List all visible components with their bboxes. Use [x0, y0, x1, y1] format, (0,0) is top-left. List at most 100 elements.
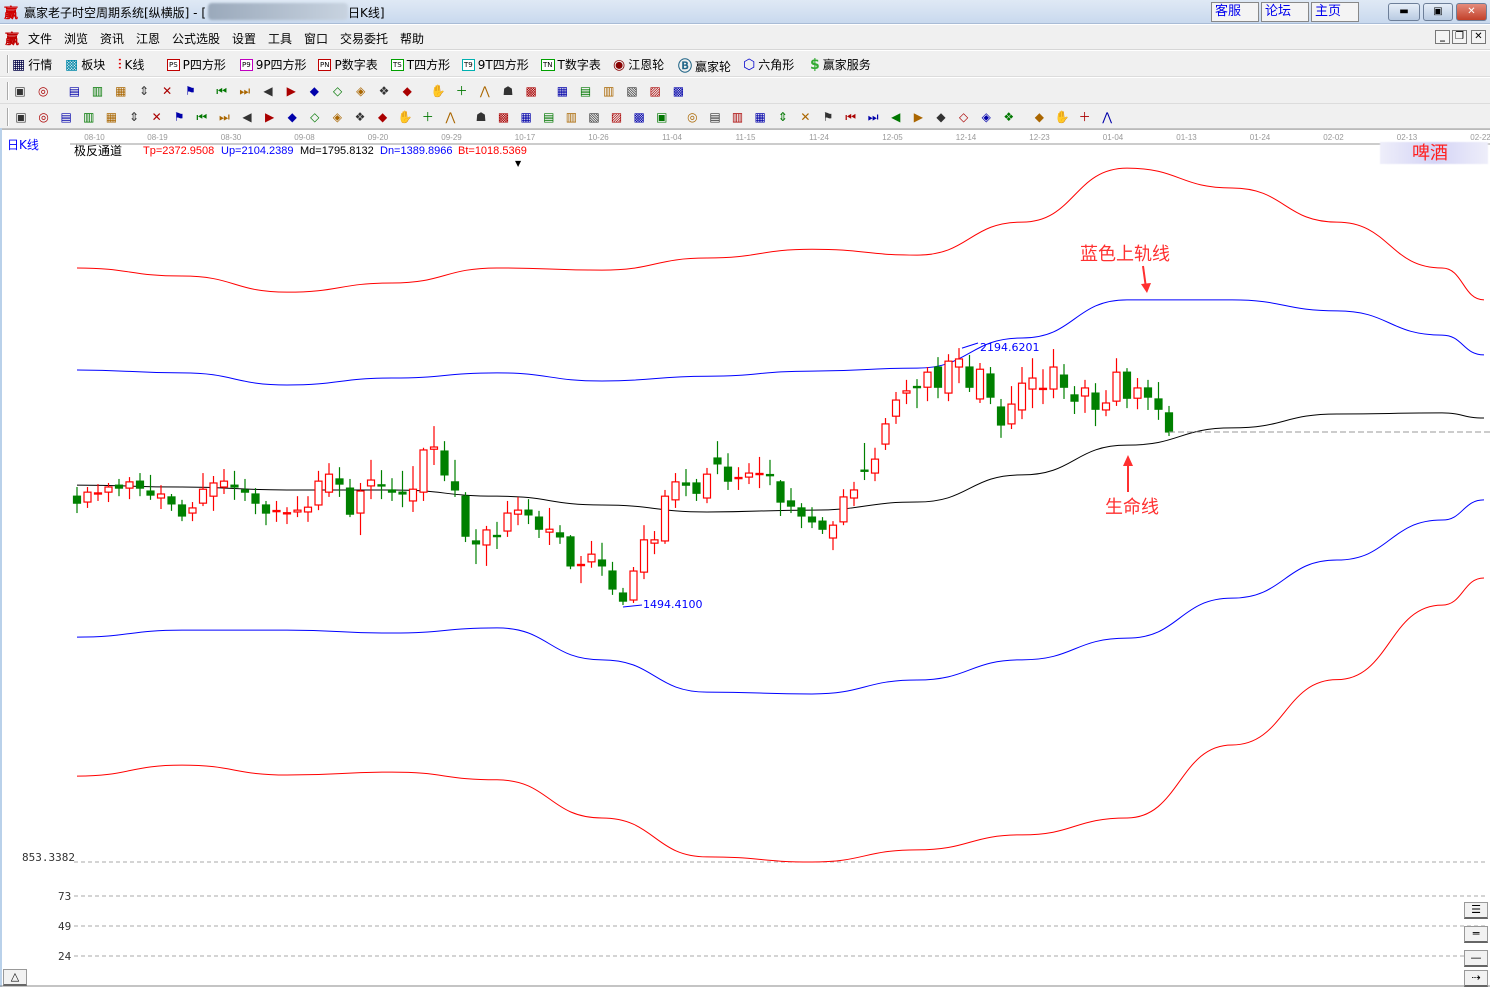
grid-i-icon[interactable]: ✋: [397, 110, 413, 124]
box-d-icon[interactable]: ▧: [588, 110, 600, 124]
stats-icon[interactable]: ▥: [603, 84, 615, 98]
angle-icon[interactable]: ▤: [543, 110, 555, 124]
fib-circle-icon[interactable]: ⇕: [777, 110, 788, 124]
fib-b-icon[interactable]: ✕: [800, 110, 811, 124]
toolbar-grip[interactable]: [7, 108, 9, 126]
menu-gann[interactable]: 江恩: [136, 32, 161, 46]
volume-settings-button[interactable]: ⇢: [1464, 970, 1488, 987]
diamond-a-icon[interactable]: ◆: [309, 84, 319, 98]
volume-scale-2-button[interactable]: ═: [1464, 926, 1488, 943]
diamond-b-icon[interactable]: ◇: [332, 84, 343, 98]
toolbar-grip[interactable]: [7, 55, 9, 73]
lines-a-icon[interactable]: ▣: [656, 110, 668, 124]
bracket-icon[interactable]: ◇: [310, 110, 320, 124]
calendar-icon[interactable]: ▦: [556, 84, 569, 98]
menu-trade[interactable]: 交易委托: [340, 32, 389, 46]
grid-h-icon[interactable]: ◆: [377, 110, 388, 124]
fib-e-icon[interactable]: ⏭: [867, 110, 879, 124]
close-button[interactable]: ✕: [1456, 3, 1487, 21]
grid-d-icon[interactable]: ▦: [105, 110, 118, 124]
diamond-d-icon[interactable]: ❖: [378, 84, 390, 98]
grid-j-icon[interactable]: ▨: [610, 110, 623, 124]
volume-scale-1-button[interactable]: —: [1464, 950, 1488, 967]
child-close-button[interactable]: ✕: [1471, 30, 1486, 44]
toolbar-badge-button[interactable]: P9 9P四方形: [240, 56, 307, 73]
expand-up-button[interactable]: △: [3, 969, 27, 986]
menu-help[interactable]: 帮助: [400, 32, 425, 46]
toolbar-big-wheel-button[interactable]: Ⓑ 赢家轮: [678, 56, 731, 76]
grid-l-icon[interactable]: ◆: [1034, 110, 1044, 124]
menu-browse[interactable]: 浏览: [64, 32, 89, 46]
last-bar-icon[interactable]: ⏭: [239, 84, 251, 98]
gann-fan-icon[interactable]: ✕: [162, 84, 173, 98]
toolbar-badge-button[interactable]: T9 9T四方形: [462, 56, 529, 73]
fib-i-icon[interactable]: ◇: [958, 110, 969, 124]
bar-chart-b-icon[interactable]: ▦: [115, 84, 127, 98]
period-day-icon[interactable]: ▣: [14, 84, 26, 98]
grid-k-icon[interactable]: ▩: [633, 110, 645, 124]
target-icon[interactable]: ◀: [242, 110, 252, 124]
toolbar-hexagon-button[interactable]: ⬡ 六角形: [743, 56, 794, 73]
crosshair-icon[interactable]: ＋: [455, 84, 468, 98]
customer-service-link[interactable]: 客服: [1211, 2, 1259, 22]
circle-lines-icon[interactable]: ⚑: [173, 110, 185, 124]
star-lines-icon[interactable]: ▶: [264, 110, 275, 124]
line-chart-icon[interactable]: ✋: [1054, 110, 1070, 124]
menu-file[interactable]: 文件: [28, 32, 53, 46]
grid-g-icon[interactable]: ❖: [354, 110, 366, 124]
zigzag-icon[interactable]: ⋀: [479, 84, 490, 98]
first-bar-icon[interactable]: ⏮: [216, 84, 227, 98]
grid-a-icon[interactable]: ◎: [38, 110, 49, 124]
fib-g-icon[interactable]: ▶: [913, 110, 923, 124]
export-icon[interactable]: ▩: [672, 84, 685, 98]
calculator-icon[interactable]: ▤: [579, 84, 592, 98]
fib-d-icon[interactable]: ⏮: [845, 110, 856, 124]
menu-tools[interactable]: 工具: [268, 32, 293, 46]
arrows-icon[interactable]: ＋: [421, 110, 434, 124]
diamond-c-icon[interactable]: ◈: [356, 84, 366, 98]
fan-a-icon[interactable]: ☗: [475, 110, 487, 124]
bar-chart-a-icon[interactable]: ▥: [91, 84, 104, 98]
dropdown-arrow-icon[interactable]: ▼: [515, 159, 522, 168]
pencil-icon[interactable]: ▣: [15, 110, 27, 124]
mesh-icon[interactable]: ▩: [525, 84, 537, 98]
minimize-button[interactable]: ▬: [1388, 3, 1420, 21]
homepage-link[interactable]: 主页: [1311, 2, 1359, 22]
percent-a-icon[interactable]: ▤: [709, 110, 721, 124]
fib-j-icon[interactable]: ◈: [981, 110, 991, 124]
toolbar-badge-button[interactable]: TN T数字表: [541, 56, 601, 73]
yin-yang-icon[interactable]: ＋: [1078, 110, 1091, 124]
pitchfork-icon[interactable]: ✕: [151, 110, 162, 124]
grid-c-icon[interactable]: ▥: [83, 110, 95, 124]
toolbar-candlestick-button[interactable]: ⫶ K线: [118, 56, 144, 73]
stepper-icon[interactable]: ⇕: [138, 84, 150, 98]
prev-icon[interactable]: ◀: [263, 84, 273, 98]
fib-c-icon[interactable]: ⚑: [822, 110, 834, 124]
save-icon[interactable]: ▧: [626, 84, 638, 98]
toolbar-badge-button[interactable]: TS T四方形: [391, 56, 450, 73]
toolbar-sector-blocks-button[interactable]: ▩ 板块: [65, 56, 105, 73]
box-b-icon[interactable]: ▩: [497, 110, 510, 124]
gift-icon[interactable]: ☗: [502, 84, 514, 98]
zoom-window-icon[interactable]: ◎: [37, 84, 49, 98]
toolbar-badge-button[interactable]: PS P四方形: [167, 56, 226, 73]
menu-settings[interactable]: 设置: [232, 32, 257, 46]
fib-h-icon[interactable]: ◆: [936, 110, 946, 124]
menu-formula-screen[interactable]: 公式选股: [172, 32, 221, 46]
grid-f-icon[interactable]: ◈: [332, 110, 342, 124]
forum-link[interactable]: 论坛: [1261, 2, 1309, 22]
cross-lines-icon[interactable]: ⏭: [218, 110, 230, 124]
box-a-icon[interactable]: ⋀: [445, 110, 456, 124]
volume-scale-3-button[interactable]: ☰: [1464, 902, 1488, 919]
wave-icon[interactable]: ▥: [565, 110, 578, 124]
hand-icon[interactable]: ✋: [430, 84, 446, 98]
toolbar-dollar-button[interactable]: $ 赢家服务: [810, 56, 871, 73]
box-c-icon[interactable]: ▦: [520, 110, 532, 124]
child-restore-button[interactable]: ❐: [1452, 30, 1467, 44]
fib-a-icon[interactable]: ▦: [754, 110, 766, 124]
menu-window[interactable]: 窗口: [304, 32, 329, 46]
table-icon[interactable]: ◎: [687, 110, 698, 124]
percent-icon[interactable]: ▥: [731, 110, 744, 124]
infinity-icon[interactable]: ⋀: [1102, 110, 1113, 124]
period-label[interactable]: 日K线: [7, 138, 39, 152]
